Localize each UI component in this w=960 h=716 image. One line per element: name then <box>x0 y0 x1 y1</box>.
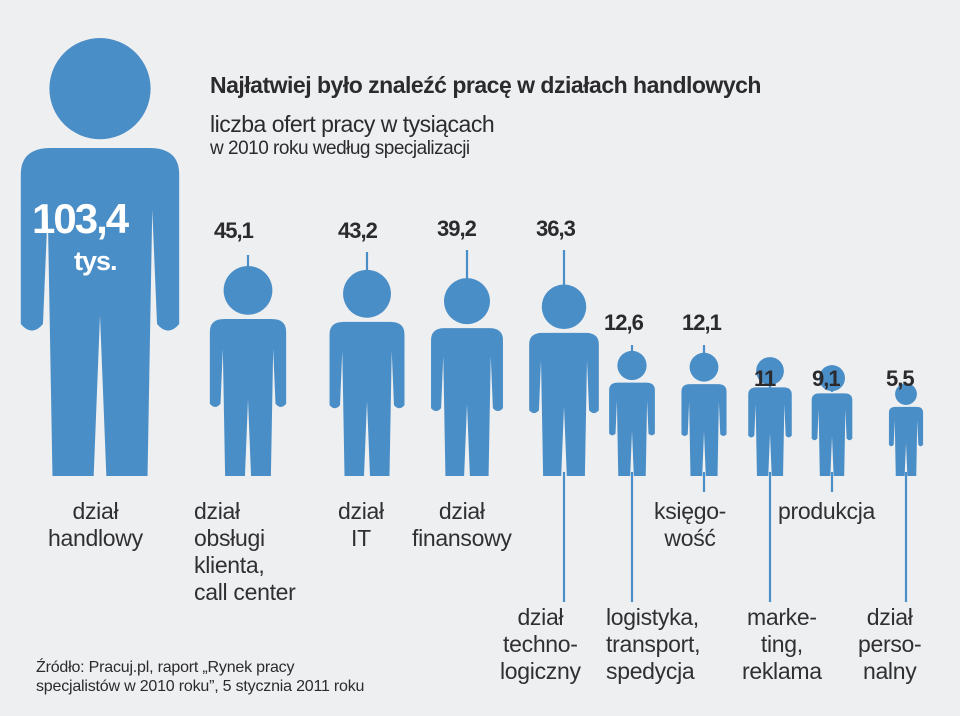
figure-6 <box>681 345 727 492</box>
figure-body-9 <box>888 406 924 476</box>
figure-head-9 <box>895 383 917 405</box>
value-label-9: 5,5 <box>886 366 915 391</box>
value-label-8: 9,1 <box>812 366 841 391</box>
figure-body-3 <box>431 328 503 476</box>
value-label-3: 39,2 <box>437 216 477 241</box>
figure-9 <box>888 383 924 602</box>
value-label-7: 11 <box>754 366 776 391</box>
category-label-5: logistyka, transport, spedycja <box>606 604 701 684</box>
figure-head-3 <box>444 278 490 325</box>
figure-body-1 <box>209 319 287 476</box>
category-label-6: księgo- wość <box>654 498 727 551</box>
figure-body-5 <box>609 382 655 476</box>
category-label-9: dział perso- nalny <box>858 604 922 684</box>
figure-head-4 <box>541 284 587 330</box>
category-label-0: dział handlowy <box>48 498 143 551</box>
value-label-0: 103,4 <box>32 195 129 242</box>
value-label-2: 43,2 <box>338 218 378 243</box>
figure-5 <box>609 345 655 602</box>
figure-head-8 <box>819 365 845 392</box>
value-unit-label: tys. <box>74 246 118 276</box>
figure-body-0 <box>20 148 180 476</box>
figure-2 <box>329 252 405 476</box>
figure-body-8 <box>811 393 853 476</box>
category-label-7: marke- ting, reklama <box>742 604 822 684</box>
figure-body-4 <box>529 332 599 476</box>
category-label-4: dział techno- logiczny <box>500 604 581 684</box>
value-label-4: 36,3 <box>536 216 576 241</box>
value-label-1: 45,1 <box>214 218 254 243</box>
figure-0 <box>20 38 180 476</box>
figure-1 <box>209 255 287 476</box>
category-label-3: dział finansowy <box>412 498 512 551</box>
source-note: Źródło: Pracuj.pl, raport „Rynek pracy s… <box>36 659 365 695</box>
figure-head-2 <box>343 269 391 318</box>
value-label-6: 12,1 <box>682 310 722 335</box>
figure-head-5 <box>617 350 647 381</box>
figure-head-0 <box>49 38 151 140</box>
category-label-8: produkcja <box>778 498 876 524</box>
chart-subtitle-line2: w 2010 roku według specjalizacji <box>210 138 470 160</box>
figure-body-7 <box>748 387 792 476</box>
figure-head-6 <box>689 352 719 382</box>
figure-7 <box>748 357 792 602</box>
figure-3 <box>431 250 503 476</box>
chart-title: Najłatwiej było znaleźć pracę w działach… <box>210 72 761 98</box>
figure-body-6 <box>681 384 727 476</box>
category-label-1: dział obsługi klienta, call center <box>194 498 296 605</box>
figure-8 <box>811 365 853 492</box>
value-label-5: 12,6 <box>604 310 644 335</box>
figure-4 <box>529 250 599 602</box>
figure-body-2 <box>329 321 405 476</box>
figure-head-1 <box>223 266 273 315</box>
category-label-2: dział IT <box>338 498 384 551</box>
chart-subtitle-line1: liczba ofert pracy w tysiącach <box>210 111 495 137</box>
figure-head-7 <box>756 357 784 385</box>
chart-subtitle: liczba ofert pracy w tysiącach w 2010 ro… <box>210 111 495 160</box>
